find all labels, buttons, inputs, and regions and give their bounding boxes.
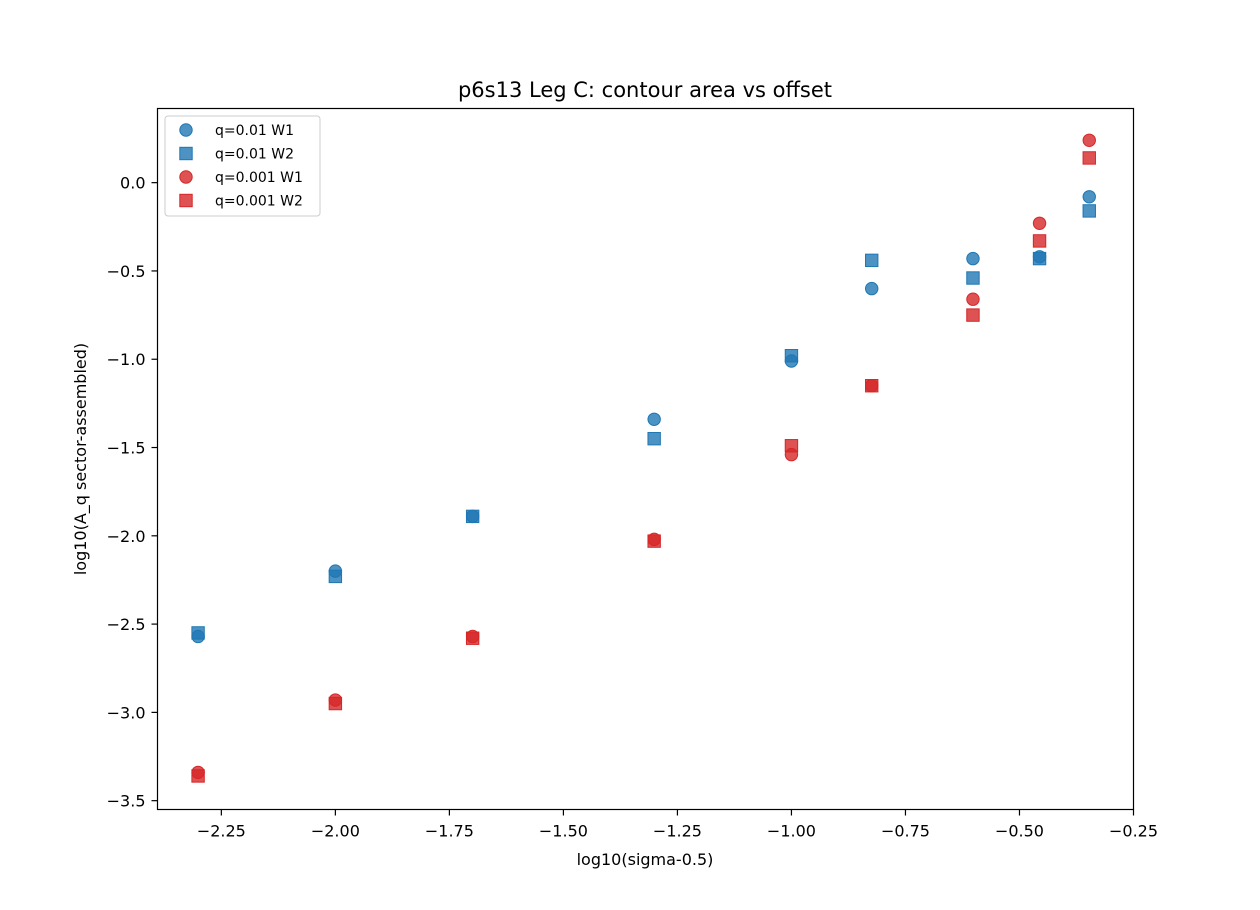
x-axis-ticks: −2.25 −2.00 −1.75 −1.50 −1.25 −1.00 −0.75 −0.50… [197, 809, 1158, 841]
data-point [966, 251, 980, 266]
series-q-0-001-w2 [191, 151, 1096, 783]
x-tick-label: −2.00 [311, 822, 360, 841]
x-tick-label: −1.00 [767, 822, 816, 841]
y-tick-label: −2.5 [107, 615, 146, 634]
legend-marker [179, 146, 193, 161]
legend-frame [164, 115, 321, 217]
data-point [966, 292, 980, 306]
data-point [1032, 251, 1047, 266]
y-tick-label: −3.0 [107, 703, 146, 722]
data-points [191, 133, 1096, 783]
y-axis-ticks: −3.5 −3.0 −2.5 −2.0 −1.5 −1.0 −0.5 0.0 [107, 174, 158, 811]
data-point [1082, 151, 1096, 165]
x-tick-label: −1.50 [539, 822, 588, 841]
legend-label: q=0.001 W1 [215, 170, 303, 186]
data-point [784, 349, 799, 363]
plot-axes: −2.25 −2.00 −1.75 −1.50 −1.25 −1.00 −0.75 −0.50… [107, 107, 1158, 841]
data-point [647, 431, 661, 446]
data-point [647, 534, 661, 548]
data-point [328, 569, 343, 584]
data-point [1032, 216, 1047, 230]
legend-marker [179, 170, 193, 184]
legend-marker [179, 193, 193, 208]
y-tick-label: −3.5 [107, 792, 146, 811]
data-point [784, 439, 799, 453]
x-axis-label: log10(sigma-0.5) [577, 850, 714, 869]
data-point [1032, 234, 1047, 248]
data-point [966, 271, 980, 285]
x-tick-label: −0.25 [1109, 822, 1158, 841]
data-point [647, 412, 661, 426]
data-point [865, 253, 879, 268]
data-point [465, 509, 480, 524]
y-axis-label: log10(A_q sector-assembled) [71, 343, 91, 575]
data-point [465, 631, 480, 645]
data-point [1082, 190, 1096, 204]
data-point [191, 626, 205, 640]
legend-label: q=0.001 W2 [215, 194, 303, 210]
legend-label: q=0.01 W1 [215, 123, 294, 139]
y-tick-label: −2.0 [107, 527, 146, 546]
data-point [191, 769, 205, 783]
series-q-0-01-w2 [191, 204, 1096, 640]
chart-title: p6s13 Leg C: contour area vs offset [458, 78, 832, 102]
data-point [1082, 204, 1096, 218]
x-tick-label: −0.50 [995, 822, 1044, 841]
y-tick-label: 0.0 [120, 174, 145, 193]
data-point [865, 281, 879, 296]
plot-area [157, 108, 1134, 810]
legend-label: q=0.01 W2 [215, 147, 294, 163]
y-tick-label: −1.0 [107, 350, 146, 369]
y-tick-label: −1.5 [107, 439, 146, 458]
x-tick-label: −0.75 [881, 822, 930, 841]
data-point [328, 696, 343, 711]
legend: q=0.01 W1 q=0.01 W2 q=0.001 W1 q=0.001 W2 [164, 115, 321, 217]
x-tick-label: −1.25 [653, 822, 702, 841]
x-tick-label: −2.25 [197, 822, 246, 841]
legend-marker [179, 123, 193, 137]
data-point [966, 308, 980, 322]
data-point [1082, 133, 1096, 147]
y-tick-label: −0.5 [107, 262, 146, 281]
x-tick-label: −1.75 [425, 822, 474, 841]
data-point [865, 379, 879, 393]
plot-frame [156, 107, 1135, 811]
